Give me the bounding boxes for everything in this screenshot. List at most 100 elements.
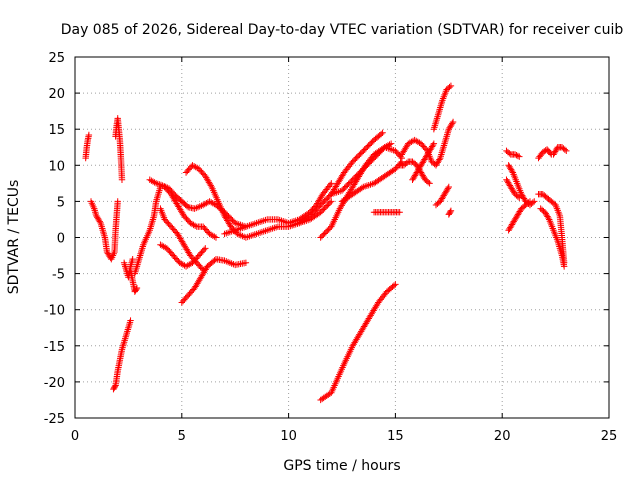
data-point	[378, 146, 386, 154]
data-point	[325, 193, 332, 201]
data-point	[200, 246, 208, 253]
data-point	[179, 261, 187, 268]
data-point	[367, 312, 374, 319]
data-point	[151, 179, 158, 186]
data-point	[318, 200, 326, 207]
data-point	[316, 203, 323, 210]
data-point	[318, 207, 326, 215]
data-point	[373, 302, 380, 309]
data-point	[157, 181, 165, 189]
data-point	[364, 143, 371, 150]
data-point	[325, 226, 332, 233]
data-point	[506, 150, 513, 157]
series-arc18	[328, 140, 395, 198]
data-point	[127, 317, 134, 324]
data-point	[158, 242, 166, 249]
data-point	[369, 308, 376, 316]
data-point	[447, 207, 455, 214]
series-arc3	[112, 115, 126, 183]
data-point	[360, 147, 367, 155]
data-point	[358, 326, 366, 333]
data-point	[379, 129, 386, 137]
data-point	[361, 146, 368, 153]
data-point	[149, 178, 157, 185]
data-point	[353, 336, 360, 343]
data-point	[146, 176, 153, 183]
y-tick-label: -15	[44, 340, 65, 355]
data-point	[444, 185, 452, 192]
data-point	[349, 184, 356, 191]
data-point	[347, 187, 354, 195]
data-point	[387, 140, 395, 147]
data-point	[317, 201, 324, 209]
data-point	[320, 231, 327, 238]
y-tick-label: 15	[48, 123, 65, 138]
data-point	[322, 196, 330, 203]
series-arc34	[537, 205, 568, 270]
series-arc25	[432, 183, 452, 209]
data-point	[183, 202, 191, 210]
data-point	[526, 198, 534, 205]
data-point	[384, 142, 392, 149]
data-point	[358, 149, 366, 156]
data-point	[383, 143, 390, 150]
data-point	[429, 141, 437, 149]
data-point	[85, 131, 93, 139]
data-point	[358, 184, 366, 192]
x-tick-label: 15	[387, 429, 404, 444]
data-point	[373, 152, 380, 159]
x-axis-label: GPS time / hours	[283, 458, 400, 474]
data-point	[114, 198, 121, 205]
data-point	[111, 383, 119, 390]
data-point	[188, 220, 196, 228]
data-point	[413, 137, 420, 145]
y-tick-label: 5	[57, 195, 65, 210]
data-point	[350, 181, 358, 188]
series-arc19	[370, 209, 403, 216]
data-point	[351, 339, 358, 346]
data-point	[206, 230, 213, 238]
series-arc23	[409, 140, 438, 183]
y-tick-label: -5	[52, 268, 65, 283]
data-point	[369, 156, 376, 163]
data-point	[358, 328, 365, 335]
series-arc32	[550, 144, 570, 158]
data-point	[207, 199, 215, 206]
data-point	[157, 241, 164, 248]
data-point	[356, 331, 363, 338]
series-arc2	[87, 198, 121, 263]
data-point	[363, 318, 371, 325]
data-point	[209, 232, 216, 239]
data-point	[160, 243, 167, 250]
data-point	[192, 163, 199, 171]
data-point	[514, 193, 522, 200]
data-point	[190, 163, 198, 170]
data-point	[324, 227, 331, 234]
data-point	[211, 233, 218, 240]
series-arc21	[398, 118, 457, 169]
data-point	[320, 206, 327, 213]
data-point	[362, 144, 370, 152]
data-point	[372, 304, 379, 311]
data-point	[178, 260, 185, 267]
series-arc27	[503, 147, 523, 160]
data-point	[133, 286, 140, 293]
series-arc20	[317, 281, 399, 404]
data-point	[368, 310, 375, 317]
data-point	[203, 200, 210, 207]
x-tick-label: 10	[280, 429, 297, 444]
data-point	[371, 305, 378, 313]
data-point	[563, 147, 570, 155]
data-point	[320, 199, 327, 206]
y-tick-label: -20	[44, 376, 65, 391]
data-point	[356, 169, 363, 177]
data-point	[514, 152, 522, 160]
series-arc10	[161, 183, 220, 241]
data-point	[154, 180, 161, 188]
data-point	[365, 142, 372, 149]
data-point	[152, 180, 160, 187]
x-tick-label: 20	[494, 429, 511, 444]
data-point	[561, 146, 569, 153]
data-point	[324, 195, 331, 202]
data-point	[199, 201, 207, 209]
